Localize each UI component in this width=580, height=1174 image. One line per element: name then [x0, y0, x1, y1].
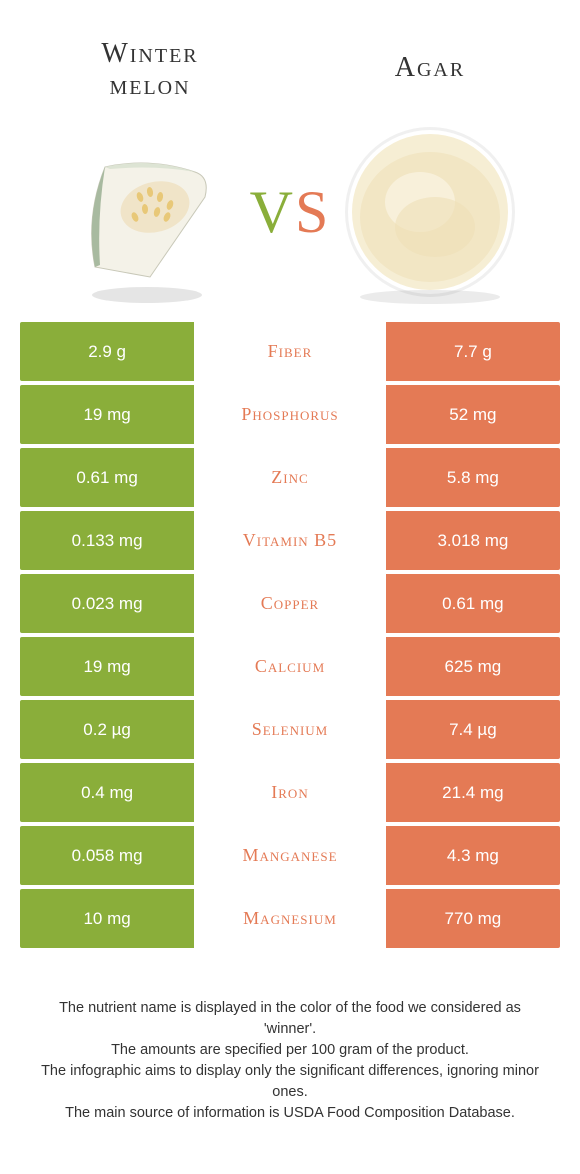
comparison-table: 2.9 gFiber7.7 g19 mgPhosphorus52 mg0.61 … — [20, 322, 560, 948]
left-value: 19 mg — [20, 637, 194, 696]
winter-melon-image — [50, 112, 250, 312]
footer-notes: The nutrient name is displayed in the co… — [40, 998, 540, 1124]
nutrient-label: Magnesium — [194, 889, 386, 948]
table-row: 0.133 mgVitamin B53.018 mg — [20, 511, 560, 570]
left-value: 0.4 mg — [20, 763, 194, 822]
table-row: 0.023 mgCopper0.61 mg — [20, 574, 560, 633]
table-row: 0.2 µgSelenium7.4 µg — [20, 700, 560, 759]
table-row: 0.4 mgIron21.4 mg — [20, 763, 560, 822]
agar-image — [330, 112, 530, 312]
table-row: 0.058 mgManganese4.3 mg — [20, 826, 560, 885]
footer-line-1: The nutrient name is displayed in the co… — [40, 998, 540, 1040]
table-row: 10 mgMagnesium770 mg — [20, 889, 560, 948]
nutrient-label: Calcium — [194, 637, 386, 696]
right-title: Agar — [395, 52, 465, 83]
right-value: 770 mg — [386, 889, 560, 948]
vs-label: VS — [250, 178, 331, 247]
left-value: 0.058 mg — [20, 826, 194, 885]
left-value: 2.9 g — [20, 322, 194, 381]
footer-line-2: The amounts are specified per 100 gram o… — [40, 1040, 540, 1061]
nutrient-label: Fiber — [194, 322, 386, 381]
left-value: 0.2 µg — [20, 700, 194, 759]
table-row: 0.61 mgZinc5.8 mg — [20, 448, 560, 507]
nutrient-label: Zinc — [194, 448, 386, 507]
left-value: 19 mg — [20, 385, 194, 444]
right-value: 5.8 mg — [386, 448, 560, 507]
nutrient-label: Phosphorus — [194, 385, 386, 444]
right-value: 3.018 mg — [386, 511, 560, 570]
right-value: 7.4 µg — [386, 700, 560, 759]
vs-v: V — [250, 179, 295, 245]
right-value: 4.3 mg — [386, 826, 560, 885]
left-title-line1: Winter — [101, 38, 198, 69]
header: Winter melon Agar — [0, 0, 580, 102]
left-value: 0.133 mg — [20, 511, 194, 570]
left-value: 0.023 mg — [20, 574, 194, 633]
right-value: 0.61 mg — [386, 574, 560, 633]
images-row: VS — [0, 112, 580, 312]
right-value: 625 mg — [386, 637, 560, 696]
vs-s: S — [295, 179, 330, 245]
table-row: 19 mgCalcium625 mg — [20, 637, 560, 696]
nutrient-label: Manganese — [194, 826, 386, 885]
nutrient-label: Selenium — [194, 700, 386, 759]
nutrient-label: Vitamin B5 — [194, 511, 386, 570]
left-title-line2: melon — [109, 70, 190, 101]
footer-line-3: The infographic aims to display only the… — [40, 1061, 540, 1103]
right-value: 52 mg — [386, 385, 560, 444]
table-row: 2.9 gFiber7.7 g — [20, 322, 560, 381]
footer-line-4: The main source of information is USDA F… — [40, 1103, 540, 1124]
nutrient-label: Iron — [194, 763, 386, 822]
nutrient-label: Copper — [194, 574, 386, 633]
left-value: 10 mg — [20, 889, 194, 948]
right-food-title: Agar — [340, 38, 520, 102]
left-food-title: Winter melon — [60, 38, 240, 102]
right-value: 7.7 g — [386, 322, 560, 381]
table-row: 19 mgPhosphorus52 mg — [20, 385, 560, 444]
right-value: 21.4 mg — [386, 763, 560, 822]
left-value: 0.61 mg — [20, 448, 194, 507]
